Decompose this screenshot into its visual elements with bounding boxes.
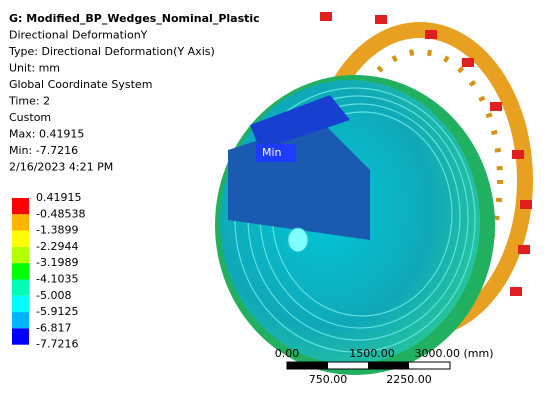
legend-swatch [12,231,29,247]
legend-label: -2.2944 [36,240,78,253]
legend: 0.41915 -0.48538 -1.3899 -2.2944 -3.1989 -4.1… [12,191,85,351]
hole [288,228,308,252]
info-line: Global Coordinate System [9,78,152,91]
model: Min [215,12,532,375]
scale-label: 750.00 [309,373,348,386]
info-line: Max: 0.41915 [9,128,84,141]
scale-label: 1500.00 [349,347,395,360]
legend-label: -1.3899 [36,224,78,237]
legend-label: -7.7216 [36,338,78,351]
scale-label: 3000.00 (mm) [415,347,494,360]
legend-label: -0.48538 [36,207,85,220]
legend-swatch [12,214,29,230]
legend-swatch [12,296,29,312]
scale-bar [287,362,450,369]
legend-swatch [12,263,29,279]
info-line: Unit: mm [9,62,60,75]
legend-label: -4.1035 [36,273,78,286]
legend-label: 0.41915 [36,191,82,204]
scale-label: 2250.00 [386,373,432,386]
info-line: Type: Directional Deformation(Y Axis) [8,45,215,58]
legend-swatch [12,280,29,296]
legend-label: -5.008 [36,289,71,302]
info-line: 2/16/2023 4:21 PM [9,161,113,174]
legend-swatch [12,247,29,263]
legend-label: -6.817 [36,321,71,334]
legend-label: -3.1989 [36,256,78,269]
legend-label: -5.9125 [36,305,78,318]
scale-label: 0.00 [275,347,300,360]
info-line: Min: -7.7216 [9,144,78,157]
probe-label: Min [262,146,282,159]
viewport: Min G: Modified_BP_Wedges_Nominal_Plasti… [0,0,552,419]
legend-swatch [12,312,29,328]
info-line: Directional DeformationY [9,29,148,42]
legend-swatch [12,198,29,214]
title: G: Modified_BP_Wedges_Nominal_Plastic [9,12,260,25]
legend-swatch [12,328,29,344]
info-line: Time: 2 [8,95,50,108]
info-line: Custom [9,111,51,124]
